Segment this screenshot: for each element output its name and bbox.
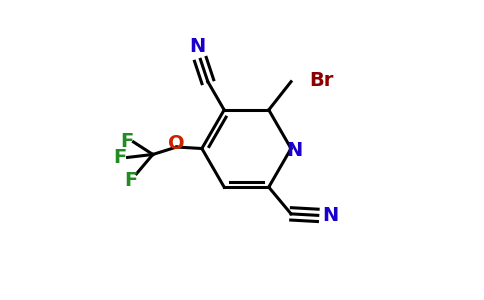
Text: N: N bbox=[189, 37, 206, 56]
Text: O: O bbox=[168, 134, 185, 153]
Text: F: F bbox=[114, 148, 127, 167]
Text: F: F bbox=[121, 132, 134, 151]
Text: N: N bbox=[287, 140, 302, 160]
Text: F: F bbox=[124, 171, 138, 190]
Text: N: N bbox=[322, 206, 338, 225]
Text: Br: Br bbox=[309, 71, 334, 90]
